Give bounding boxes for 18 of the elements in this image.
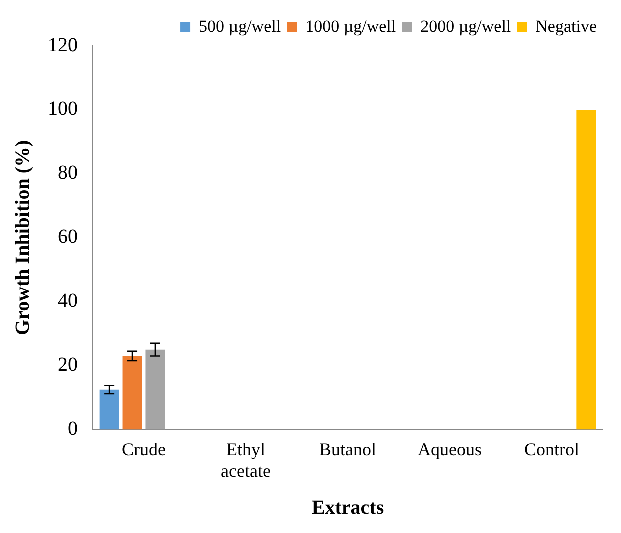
y-tick-label: 60 [58, 226, 78, 248]
y-axis-title: Growth Inhibition (%) [12, 140, 34, 336]
x-tick-label: Aqueous [418, 439, 482, 460]
y-tick-label: 100 [48, 98, 78, 120]
y-tick-label: 0 [68, 418, 78, 440]
y-tick-label: 20 [58, 354, 78, 376]
y-tick-label: 40 [58, 290, 78, 312]
x-axis-title: Extracts [312, 497, 384, 520]
legend-label: 500 µg/well [199, 16, 282, 36]
legend-label: 2000 µg/well [420, 16, 512, 36]
legend-label: 1000 µg/well [306, 16, 396, 36]
y-tick-label: 80 [58, 162, 78, 184]
x-tick-label: Ethyl acetate [221, 439, 271, 481]
x-tick-label: Crude [122, 439, 166, 460]
legend-label: Negative [536, 16, 597, 36]
y-tick-label: 120 [48, 34, 78, 56]
x-tick-label: Butanol [320, 439, 376, 460]
x-tick-label: Control [524, 439, 580, 460]
